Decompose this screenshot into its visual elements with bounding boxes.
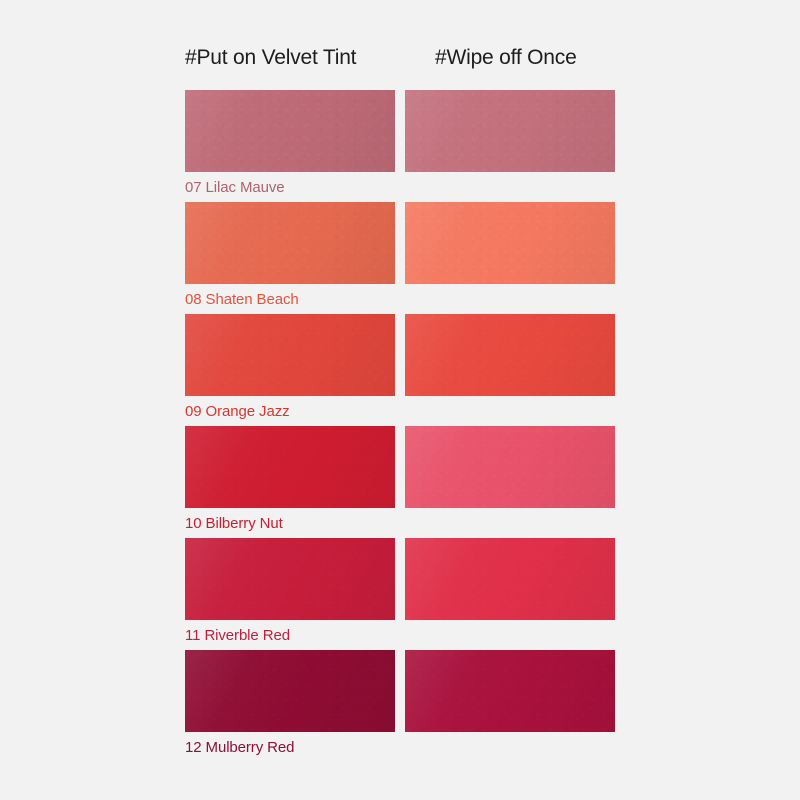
column-headers: #Put on Velvet Tint #Wipe off Once — [185, 44, 745, 78]
swatch-put-on-velvet-tint[interactable] — [185, 314, 395, 396]
swatch-put-on-velvet-tint[interactable] — [185, 426, 395, 508]
swatch-row: 09 Orange Jazz — [185, 314, 615, 426]
swatch-wipe-off-once[interactable] — [405, 426, 615, 508]
swatch-texture-overlay — [405, 650, 615, 732]
swatch-put-on-velvet-tint[interactable] — [185, 202, 395, 284]
shade-name-label: 08 Shaten Beach — [185, 291, 299, 308]
swatch-grid: 07 Lilac Mauve 08 Shaten Beach 09 Orange J… — [185, 90, 615, 762]
swatch-row: 10 Bilberry Nut — [185, 426, 615, 538]
swatch-texture-overlay — [185, 90, 395, 172]
swatch-put-on-velvet-tint[interactable] — [185, 650, 395, 732]
swatch-texture-overlay — [405, 538, 615, 620]
shade-name-label: 12 Mulberry Red — [185, 739, 295, 756]
swatch-texture-overlay — [185, 314, 395, 396]
swatch-row: 12 Mulberry Red — [185, 650, 615, 762]
swatch-wipe-off-once[interactable] — [405, 650, 615, 732]
swatch-texture-overlay — [185, 202, 395, 284]
shade-name-label: 09 Orange Jazz — [185, 403, 290, 420]
column-header-wipe-off-once: #Wipe off Once — [435, 46, 577, 69]
swatch-texture-overlay — [185, 426, 395, 508]
shade-name-label: 11 Riverble Red — [185, 627, 290, 644]
swatch-texture-overlay — [405, 202, 615, 284]
shade-name-label: 07 Lilac Mauve — [185, 179, 285, 196]
swatch-row: 11 Riverble Red — [185, 538, 615, 650]
swatch-row: 08 Shaten Beach — [185, 202, 615, 314]
swatch-texture-overlay — [185, 650, 395, 732]
swatch-texture-overlay — [185, 538, 395, 620]
swatch-put-on-velvet-tint[interactable] — [185, 538, 395, 620]
swatch-wipe-off-once[interactable] — [405, 90, 615, 172]
swatch-wipe-off-once[interactable] — [405, 202, 615, 284]
swatch-row: 07 Lilac Mauve — [185, 90, 615, 202]
swatch-texture-overlay — [405, 426, 615, 508]
swatch-put-on-velvet-tint[interactable] — [185, 90, 395, 172]
swatch-wipe-off-once[interactable] — [405, 314, 615, 396]
shade-name-label: 10 Bilberry Nut — [185, 515, 283, 532]
swatch-wipe-off-once[interactable] — [405, 538, 615, 620]
column-header-put-on-velvet-tint: #Put on Velvet Tint — [185, 46, 357, 69]
swatch-texture-overlay — [405, 90, 615, 172]
swatch-texture-overlay — [405, 314, 615, 396]
